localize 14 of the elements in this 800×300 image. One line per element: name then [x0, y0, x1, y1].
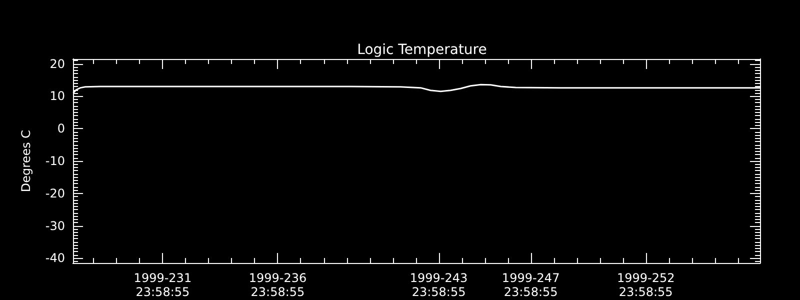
x-tick-label: 1999-252 23:58:55 — [616, 271, 675, 299]
y-tick-label: 20 — [50, 56, 65, 71]
y-tick-label: -30 — [45, 218, 65, 233]
y-tick-label: -40 — [45, 251, 65, 266]
x-tick-label: 1999-243 23:58:55 — [410, 271, 468, 299]
y-tick-label: 10 — [50, 89, 65, 104]
y-tick-label: 0 — [57, 122, 65, 136]
x-tick-label: 1999-247 23:58:55 — [502, 271, 560, 299]
x-tick-label: 1999-236 23:58:55 — [248, 271, 307, 299]
x-tick-label: 1999-231 23:58:55 — [134, 271, 192, 299]
y-tick-label: -10 — [45, 154, 65, 168]
y-tick-label: -20 — [45, 186, 65, 200]
y-axis-title: Degrees C — [19, 130, 33, 192]
chart-title: Logic Temperature — [357, 42, 487, 58]
